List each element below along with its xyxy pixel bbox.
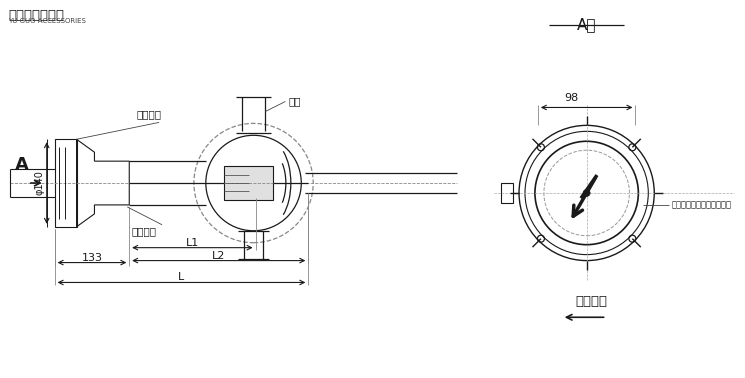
Text: 98: 98 <box>565 93 579 104</box>
Text: 动片起始位置（无流量时）: 动片起始位置（无流量时） <box>671 200 731 209</box>
Text: φ140: φ140 <box>35 170 45 195</box>
Text: 油流方向: 油流方向 <box>576 295 608 308</box>
Text: A向: A向 <box>577 17 597 32</box>
Text: L: L <box>178 273 185 282</box>
Text: A: A <box>15 156 29 174</box>
Text: 安装法兰: 安装法兰 <box>136 109 162 119</box>
Bar <box>501 183 513 203</box>
Text: L1: L1 <box>186 238 199 248</box>
Text: 密封圆圈: 密封圆圈 <box>132 226 156 236</box>
Bar <box>54 139 77 227</box>
Text: 133: 133 <box>81 253 103 263</box>
Text: 王国变压器配件: 王国变压器配件 <box>8 9 64 22</box>
Bar <box>224 166 273 200</box>
Text: YU GUO ACCESSORIES: YU GUO ACCESSORIES <box>8 18 86 24</box>
Circle shape <box>583 189 590 197</box>
Text: L2: L2 <box>212 251 226 260</box>
Text: 接管: 接管 <box>288 96 301 107</box>
